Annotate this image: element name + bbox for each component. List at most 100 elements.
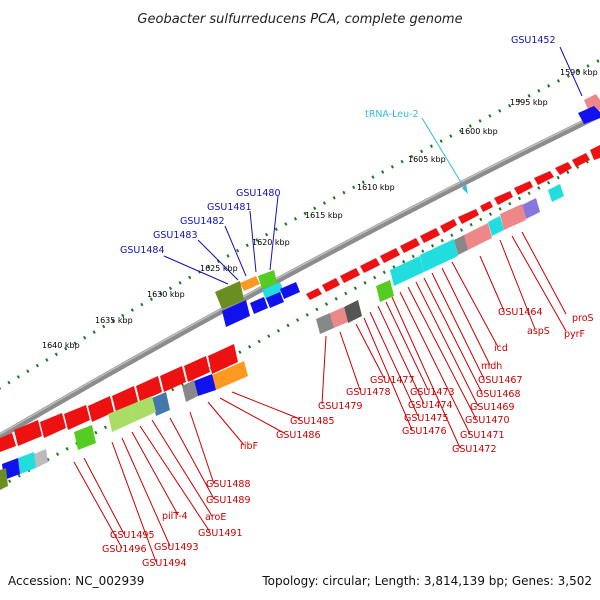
gene-label[interactable]: GSU1495	[110, 530, 155, 541]
gene-label[interactable]: mdh	[481, 361, 502, 372]
gene-arrow[interactable]	[420, 239, 458, 272]
gene-label[interactable]: GSU1468	[476, 389, 521, 400]
gene-arrow[interactable]	[400, 238, 420, 253]
gene-label[interactable]: GSU1477	[370, 375, 415, 386]
gene-arrow[interactable]	[184, 356, 210, 382]
gene-label[interactable]: tRNA-Leu-2	[365, 109, 419, 120]
gene-arrow[interactable]	[480, 201, 493, 212]
gene-arrow[interactable]	[212, 361, 248, 390]
gene-arrow[interactable]	[0, 433, 16, 452]
gene-label[interactable]: GSU1474	[408, 400, 453, 411]
gene-label[interactable]: GSU1493	[154, 542, 199, 553]
gene-arrow[interactable]	[440, 219, 457, 233]
gene-label[interactable]: GSU1494	[142, 558, 187, 569]
gene-label[interactable]: GSU1479	[318, 401, 363, 412]
gene-label[interactable]: GSU1485	[290, 416, 335, 427]
gene-arrow[interactable]	[222, 300, 250, 327]
gene-label[interactable]: GSU1475	[404, 413, 449, 424]
gene-label[interactable]: GSU1472	[452, 444, 497, 455]
gene-arrow[interactable]	[380, 248, 400, 263]
gene-arrow[interactable]	[64, 405, 90, 430]
gene-arrow[interactable]	[578, 106, 600, 124]
gene-label[interactable]: GSU1489	[206, 495, 251, 506]
gene-label[interactable]: GSU1486	[276, 430, 321, 441]
gene-arrow[interactable]	[462, 223, 492, 251]
gene-arrow[interactable]	[280, 282, 300, 299]
gene-label[interactable]: GSU1470	[465, 415, 510, 426]
gene-arrow[interactable]	[500, 204, 526, 230]
blue-gene-labels: GSU1452 GSU1480 GSU1481 GSU1482 GSU1483 …	[120, 35, 556, 256]
gene-label[interactable]: GSU1482	[180, 216, 225, 227]
gene-arrow[interactable]	[152, 392, 170, 416]
gene-arrow[interactable]	[454, 235, 468, 255]
gene-label[interactable]: GSU1464	[498, 307, 543, 318]
gene-arrow[interactable]	[548, 184, 564, 202]
gene-arrow[interactable]	[108, 405, 134, 432]
gene-label[interactable]: proS	[572, 313, 594, 324]
gene-label[interactable]: icd	[494, 343, 508, 354]
gene-arrow[interactable]	[182, 380, 198, 402]
gene-label[interactable]: pilT-4	[162, 511, 188, 522]
gene-label[interactable]: aroE	[205, 512, 226, 523]
gene-arrow[interactable]	[458, 209, 479, 224]
gene-arrow[interactable]	[74, 425, 96, 450]
gene-arrow[interactable]	[266, 292, 284, 308]
gene-label[interactable]: GSU1473	[410, 387, 455, 398]
gene-label[interactable]: GSU1476	[402, 426, 447, 437]
gene-label[interactable]: GSU1496	[102, 544, 147, 555]
gene-arrow[interactable]	[488, 216, 504, 236]
gene-arrow[interactable]	[494, 191, 513, 205]
gene-arrow[interactable]	[14, 420, 42, 446]
gene-label[interactable]: GSU1480	[236, 188, 281, 199]
gene-arrow[interactable]	[136, 376, 162, 402]
gene-arrow[interactable]	[340, 268, 360, 283]
map-title: Geobacter sulfurreducens PCA, complete g…	[137, 12, 462, 27]
gene-label[interactable]: GSU1491	[198, 528, 243, 539]
gene-arrow[interactable]	[194, 374, 216, 396]
gene-label[interactable]: GSU1469	[470, 402, 515, 413]
gene-arrow[interactable]	[590, 145, 600, 160]
gene-label[interactable]: GSU1488	[206, 479, 251, 490]
gene-arrow[interactable]	[572, 153, 590, 167]
gene-arrow[interactable]	[522, 198, 540, 219]
gene-label[interactable]: GSU1452	[511, 35, 556, 46]
gene-arrow[interactable]	[322, 278, 340, 292]
gene-label[interactable]: pyrF	[564, 329, 585, 340]
gene-arrow[interactable]	[262, 282, 284, 300]
gene-arrow[interactable]	[420, 228, 440, 243]
gene-arrow[interactable]	[555, 162, 572, 175]
gene-arrow[interactable]	[88, 396, 114, 422]
gene-label[interactable]: GSU1483	[153, 230, 198, 241]
gene-arrow[interactable]	[208, 344, 238, 374]
gene-arrow[interactable]	[34, 449, 48, 468]
gene-arrow[interactable]	[306, 288, 322, 300]
gene-label[interactable]: GSU1471	[460, 430, 505, 441]
forward-genes	[0, 94, 600, 452]
gene-arrow[interactable]	[514, 181, 533, 195]
gene-label[interactable]: GSU1478	[346, 387, 391, 398]
gene-arrow[interactable]	[40, 413, 66, 438]
gene-arrow[interactable]	[240, 276, 260, 291]
gene-arrow[interactable]	[112, 386, 138, 412]
gene-arrow[interactable]	[250, 297, 268, 314]
gene-arrow[interactable]	[18, 452, 36, 474]
gene-label[interactable]: GSU1467	[478, 375, 523, 386]
genome-backbone-highlight	[0, 111, 600, 436]
gene-arrow[interactable]	[215, 281, 244, 309]
gene-arrow[interactable]	[376, 280, 394, 302]
gene-label[interactable]: GSU1484	[120, 245, 165, 256]
gene-arrow[interactable]	[390, 256, 424, 286]
gene-arrow[interactable]	[160, 366, 186, 392]
gene-arrow[interactable]	[534, 171, 554, 185]
gene-arrow[interactable]	[316, 313, 334, 334]
scale-label: 1625 kbp	[200, 264, 238, 273]
gene-label[interactable]: GSU1481	[207, 202, 252, 213]
gene-arrow[interactable]	[258, 270, 277, 289]
gene-label[interactable]: ribF	[240, 441, 258, 452]
gene-arrow[interactable]	[0, 468, 8, 490]
gene-arrow[interactable]	[360, 258, 380, 273]
gene-arrow[interactable]	[130, 396, 156, 422]
gene-arrow[interactable]	[330, 307, 348, 328]
gene-label[interactable]: aspS	[527, 326, 550, 337]
gene-arrow[interactable]	[344, 300, 362, 323]
